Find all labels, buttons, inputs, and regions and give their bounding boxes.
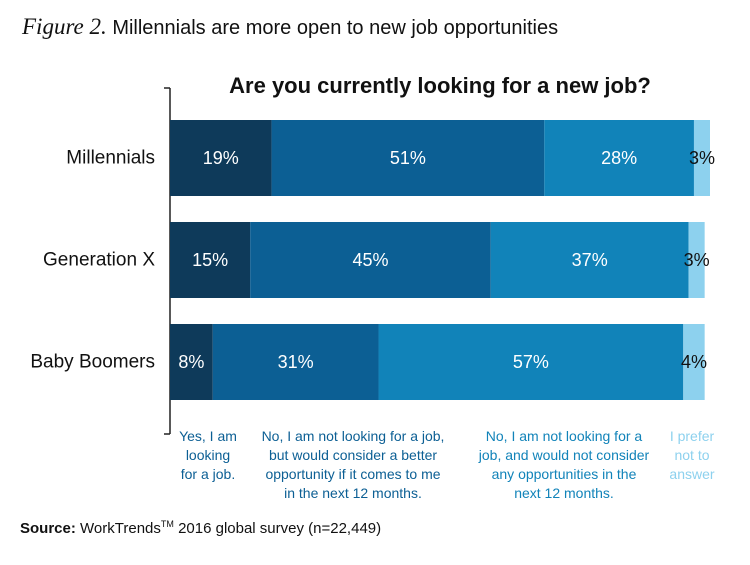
legend-item-looking: Yes, I am looking for a job. — [168, 427, 248, 484]
bar-segment — [170, 120, 272, 196]
legend-line: looking — [185, 447, 231, 463]
data-label: 19% — [203, 148, 239, 168]
bar-segment — [544, 120, 694, 196]
category-label: Baby Boomers — [30, 352, 155, 373]
source-name: WorkTrends — [80, 520, 161, 537]
bar-segment — [170, 222, 251, 298]
legend-line: job, and would not consider — [478, 447, 650, 463]
category-label: Generation X — [43, 250, 155, 271]
chart-title: Are you currently looking for a new job? — [229, 73, 651, 98]
bar-segment — [683, 324, 705, 400]
legend-item-prefer-not: I prefer not to answer — [664, 427, 720, 484]
source-text: 2016 global survey (n=22,449) — [178, 520, 382, 537]
bar-segment — [250, 222, 491, 298]
data-label: 3% — [684, 250, 710, 270]
legend-item-would-consider: No, I am not looking for a job, but woul… — [248, 427, 458, 503]
legend-line: any opportunities in the — [491, 466, 637, 482]
data-label: 31% — [278, 352, 314, 372]
source-label: Source: — [20, 520, 76, 537]
data-label: 28% — [601, 148, 637, 168]
data-label: 15% — [192, 250, 228, 270]
bar-segment — [490, 222, 689, 298]
data-label: 8% — [178, 352, 204, 372]
legend-line: opportunity if it comes to me — [265, 466, 441, 482]
legend-line: Yes, I am — [179, 428, 237, 444]
data-label: 3% — [689, 148, 715, 168]
bar-segment — [688, 222, 705, 298]
figure-label: Figure 2. — [22, 14, 107, 39]
source-note: Source: WorkTrendsTM 2016 global survey … — [20, 519, 381, 537]
legend-line: but would consider a better — [268, 447, 438, 463]
data-label: 37% — [572, 250, 608, 270]
legend-line: I prefer — [669, 428, 715, 444]
bar-segment — [271, 120, 545, 196]
data-label: 4% — [681, 352, 707, 372]
bar-segment — [212, 324, 379, 400]
legend-line: No, I am not looking for a job, — [261, 428, 445, 444]
data-label: 57% — [513, 352, 549, 372]
legend-item-would-not-consider: No, I am not looking for a job, and woul… — [464, 427, 664, 503]
legend-line: answer — [669, 466, 715, 482]
bar-segment — [378, 324, 684, 400]
bar-segment — [170, 324, 213, 400]
figure-caption: Figure 2. Millennials are more open to n… — [22, 14, 558, 40]
legend-line: for a job. — [180, 466, 236, 482]
trademark-mark: TM — [160, 519, 174, 529]
data-label: 45% — [352, 250, 388, 270]
legend-line: next 12 months. — [514, 485, 614, 501]
legend-line: in the next 12 months. — [284, 485, 422, 501]
legend-line: No, I am not looking for a — [485, 428, 643, 444]
data-label: 51% — [390, 148, 426, 168]
category-label: Millennials — [66, 148, 155, 169]
figure-caption-text: Millennials are more open to new job opp… — [112, 17, 559, 39]
legend-line: not to — [674, 447, 710, 463]
bar-segment — [693, 120, 710, 196]
